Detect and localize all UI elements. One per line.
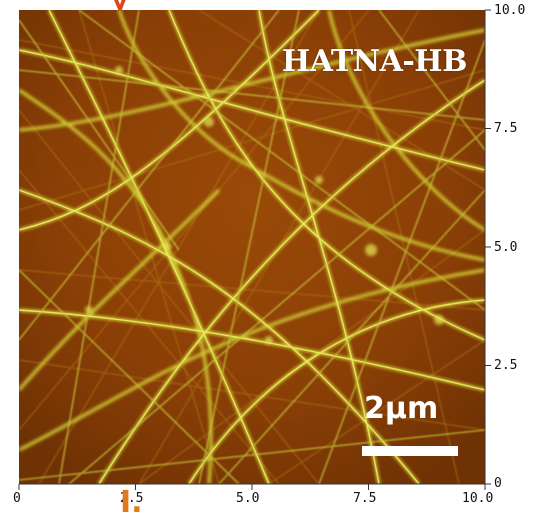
y-tick-label: 2.5: [494, 358, 518, 373]
y-tick-label: 10.0: [494, 3, 526, 18]
y-tick-label: 0: [494, 476, 502, 491]
x-tick-label: 7.5: [353, 491, 377, 506]
afm-image-panel: HATNA-HB 2μm: [19, 10, 485, 484]
y-tick-label: 7.5: [494, 121, 518, 136]
x-tick-label: 2.5: [120, 491, 144, 506]
scale-bar: [362, 446, 458, 456]
x-tick-label: 10.0: [462, 491, 494, 506]
scale-bar-label: 2μm: [364, 391, 439, 426]
x-tick-label: 5.0: [236, 491, 260, 506]
cropped-bottom-label: I.: [120, 485, 143, 520]
sample-label: HATNA-HB: [281, 44, 468, 79]
y-tick-label: 5.0: [494, 240, 518, 255]
x-tick-label: 0: [13, 491, 21, 506]
afm-fiber-network: [19, 10, 485, 484]
